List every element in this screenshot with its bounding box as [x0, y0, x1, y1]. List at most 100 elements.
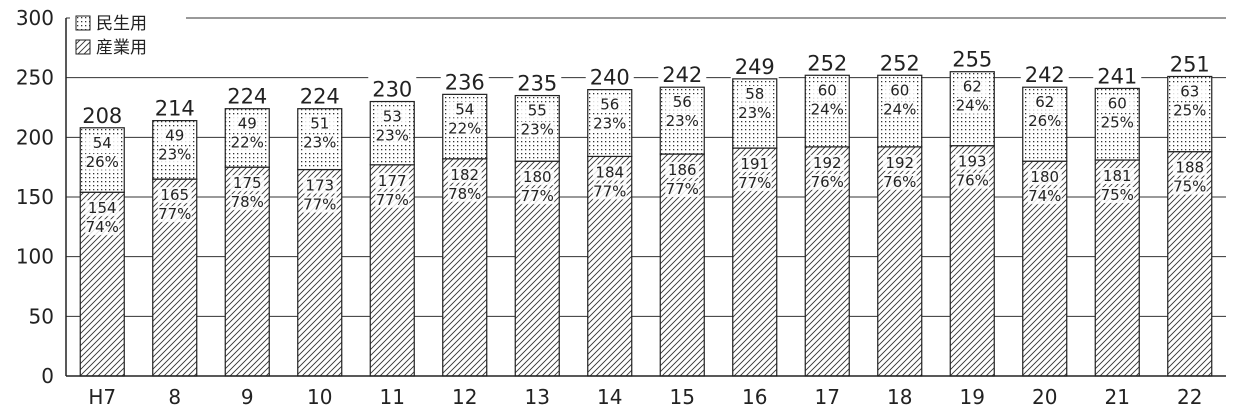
civilian-value-label-backdrop — [1027, 94, 1062, 111]
x-tick-label: 12 — [452, 385, 477, 409]
civilian-percent-label-backdrop — [520, 121, 555, 138]
civilian-percent-label: 26% — [1028, 112, 1061, 130]
industrial-percent-label-backdrop — [810, 173, 845, 190]
industrial-percent-label-backdrop — [1172, 178, 1207, 195]
bar-total-label: 241 — [1097, 64, 1137, 88]
civilian-percent-label: 22% — [231, 134, 264, 152]
industrial-value-label-backdrop — [157, 187, 192, 204]
industrial-value-label: 182 — [450, 166, 479, 184]
industrial-value-label-backdrop — [1100, 168, 1135, 185]
bar-total-label: 235 — [517, 72, 557, 96]
industrial-value-label: 186 — [668, 161, 697, 179]
total-label-backdrop — [368, 75, 417, 102]
civilian-percent-label: 23% — [738, 104, 771, 122]
industrial-value-label-backdrop — [375, 172, 410, 189]
civilian-percent-label: 24% — [883, 100, 916, 118]
civilian-percent-label-backdrop — [955, 97, 990, 114]
bar-total-label: 240 — [590, 66, 630, 90]
y-tick-label: 150 — [16, 185, 54, 209]
industrial-percent-label-backdrop — [520, 188, 555, 205]
bar-total-label: 242 — [1025, 63, 1065, 87]
industrial-percent-label-backdrop — [447, 185, 482, 202]
industrial-value-label: 193 — [958, 153, 987, 171]
industrial-percent-label-backdrop — [955, 172, 990, 189]
industrial-value-label-backdrop — [592, 164, 627, 181]
industrial-value-label-backdrop — [737, 156, 772, 173]
civilian-percent-label-backdrop — [447, 120, 482, 137]
bar-total-label: 249 — [735, 55, 775, 79]
total-label-backdrop — [513, 69, 562, 96]
x-tick-label: 19 — [960, 385, 985, 409]
industrial-value-label: 192 — [813, 154, 842, 172]
civilian-value-label: 62 — [1035, 93, 1054, 111]
civilian-value-label-backdrop — [375, 108, 410, 125]
industrial-value-label: 181 — [1103, 167, 1132, 185]
industrial-value-label: 173 — [305, 177, 334, 195]
industrial-percent-label-backdrop — [737, 175, 772, 192]
industrial-percent-label: 77% — [593, 182, 626, 200]
industrial-value-label-backdrop — [1027, 169, 1062, 186]
total-label-backdrop — [295, 82, 344, 109]
bar-total-label: 214 — [155, 97, 195, 121]
legend-swatch-civilian — [75, 15, 91, 31]
industrial-percent-label-backdrop — [1100, 187, 1135, 204]
total-label-backdrop — [803, 49, 852, 76]
total-label-backdrop — [223, 82, 272, 109]
industrial-value-label: 192 — [885, 154, 914, 172]
bar-total-label: 255 — [952, 48, 992, 72]
civilian-value-label: 62 — [963, 78, 982, 96]
civilian-value-label-backdrop — [1100, 95, 1135, 112]
legend-label-civilian: 民生用 — [96, 14, 147, 34]
civilian-value-label-backdrop — [447, 101, 482, 118]
industrial-value-label-backdrop — [447, 166, 482, 183]
civilian-percent-label-backdrop — [85, 153, 120, 170]
industrial-percent-label-backdrop — [882, 173, 917, 190]
industrial-percent-label: 77% — [158, 205, 191, 223]
total-label-backdrop — [78, 101, 127, 128]
industrial-percent-label: 74% — [1028, 187, 1061, 205]
bar-total-label: 236 — [445, 70, 485, 94]
civilian-value-label: 58 — [745, 85, 764, 103]
bar-total-label: 252 — [880, 51, 920, 75]
civilian-percent-label: 23% — [303, 134, 336, 152]
x-tick-label: 21 — [1105, 385, 1130, 409]
total-label-backdrop — [1020, 61, 1069, 88]
x-tick-label: 15 — [670, 385, 695, 409]
industrial-value-label-backdrop — [810, 154, 845, 171]
industrial-value-label-backdrop — [882, 154, 917, 171]
industrial-percent-label-backdrop — [375, 191, 410, 208]
civilian-percent-label: 25% — [1101, 113, 1134, 131]
bar-total-label: 242 — [662, 63, 702, 87]
industrial-percent-label: 77% — [303, 196, 336, 214]
industrial-percent-label: 77% — [666, 180, 699, 198]
industrial-value-label-backdrop — [665, 162, 700, 179]
civilian-percent-label: 24% — [956, 97, 989, 115]
industrial-percent-label: 76% — [883, 173, 916, 191]
civilian-value-label-backdrop — [230, 115, 265, 132]
industrial-percent-label-backdrop — [302, 196, 337, 213]
industrial-value-label: 177 — [378, 172, 407, 190]
x-tick-label: 18 — [887, 385, 912, 409]
civilian-percent-label-backdrop — [375, 127, 410, 144]
civilian-percent-label-backdrop — [810, 101, 845, 118]
civilian-value-label-backdrop — [302, 115, 337, 132]
bar-total-label: 251 — [1170, 52, 1210, 76]
legend-label-industrial: 産業用 — [96, 38, 147, 58]
x-tick-label: 11 — [380, 385, 405, 409]
industrial-percent-label-backdrop — [1027, 188, 1062, 205]
industrial-percent-label-backdrop — [592, 183, 627, 200]
industrial-percent-label-backdrop — [665, 181, 700, 198]
x-tick-label: 17 — [815, 385, 840, 409]
civilian-value-label-backdrop — [592, 96, 627, 113]
civilian-value-label: 51 — [310, 115, 329, 133]
civilian-percent-label-backdrop — [882, 101, 917, 118]
total-label-backdrop — [948, 45, 997, 72]
total-label-backdrop — [730, 52, 779, 79]
civilian-percent-label-backdrop — [302, 134, 337, 151]
x-tick-label: H7 — [88, 385, 116, 409]
civilian-percent-label-backdrop — [1100, 114, 1135, 131]
legend-swatch-industrial — [75, 39, 91, 55]
industrial-value-label: 184 — [595, 163, 624, 181]
civilian-percent-label: 24% — [811, 100, 844, 118]
civilian-percent-label: 26% — [86, 153, 119, 171]
